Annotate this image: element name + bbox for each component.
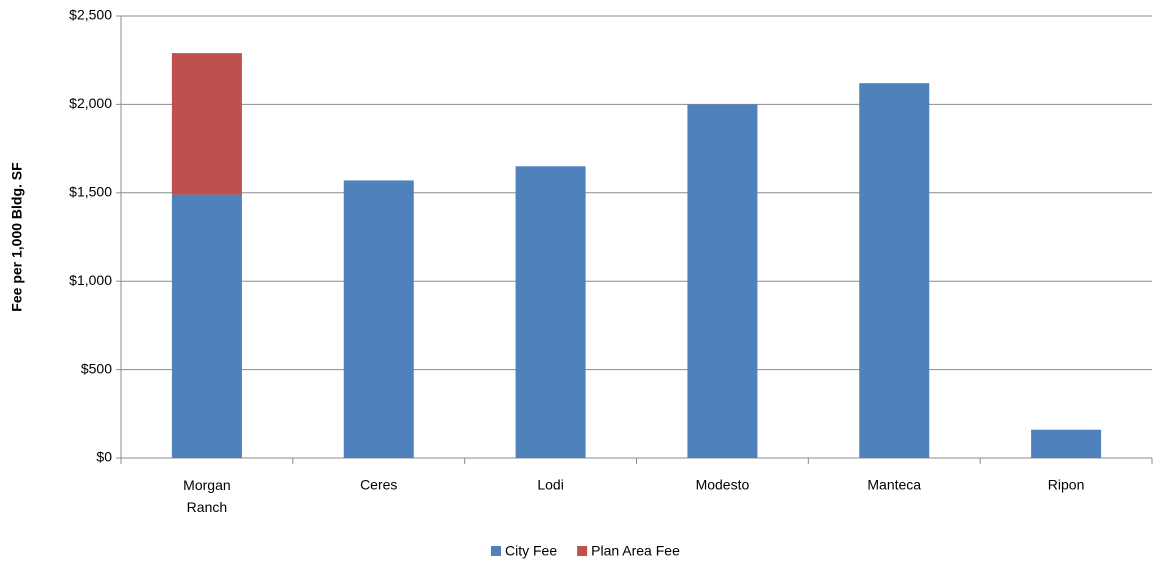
x-tick-label: Modesto (696, 477, 750, 493)
bar (171, 53, 242, 195)
y-axis-label: Fee per 1,000 Bldg. SF (9, 162, 25, 312)
x-tick-label: Ripon (1048, 477, 1085, 493)
bar (343, 180, 414, 458)
legend-swatch (577, 546, 588, 556)
x-tick-label: Ceres (360, 477, 397, 493)
y-tick-label: $2,000 (69, 95, 112, 111)
x-tick-label: Lodi (537, 477, 563, 493)
x-tick-label: Manteca (867, 477, 921, 493)
x-tick-label: Morgan Ranch (183, 477, 230, 515)
y-tick-label: $500 (81, 360, 112, 376)
y-tick-label: $2,500 (69, 7, 112, 23)
legend-label: Plan Area Fee (591, 543, 680, 559)
bar (859, 83, 930, 459)
legend-swatch (491, 546, 501, 556)
bar (171, 194, 242, 458)
bar (687, 104, 758, 459)
legend-label: City Fee (505, 543, 557, 559)
y-tick-label: $1,000 (69, 272, 112, 288)
bar (1031, 429, 1102, 458)
bar (515, 166, 586, 458)
y-tick-label: $0 (96, 449, 112, 465)
y-tick-label: $1,500 (69, 184, 112, 200)
